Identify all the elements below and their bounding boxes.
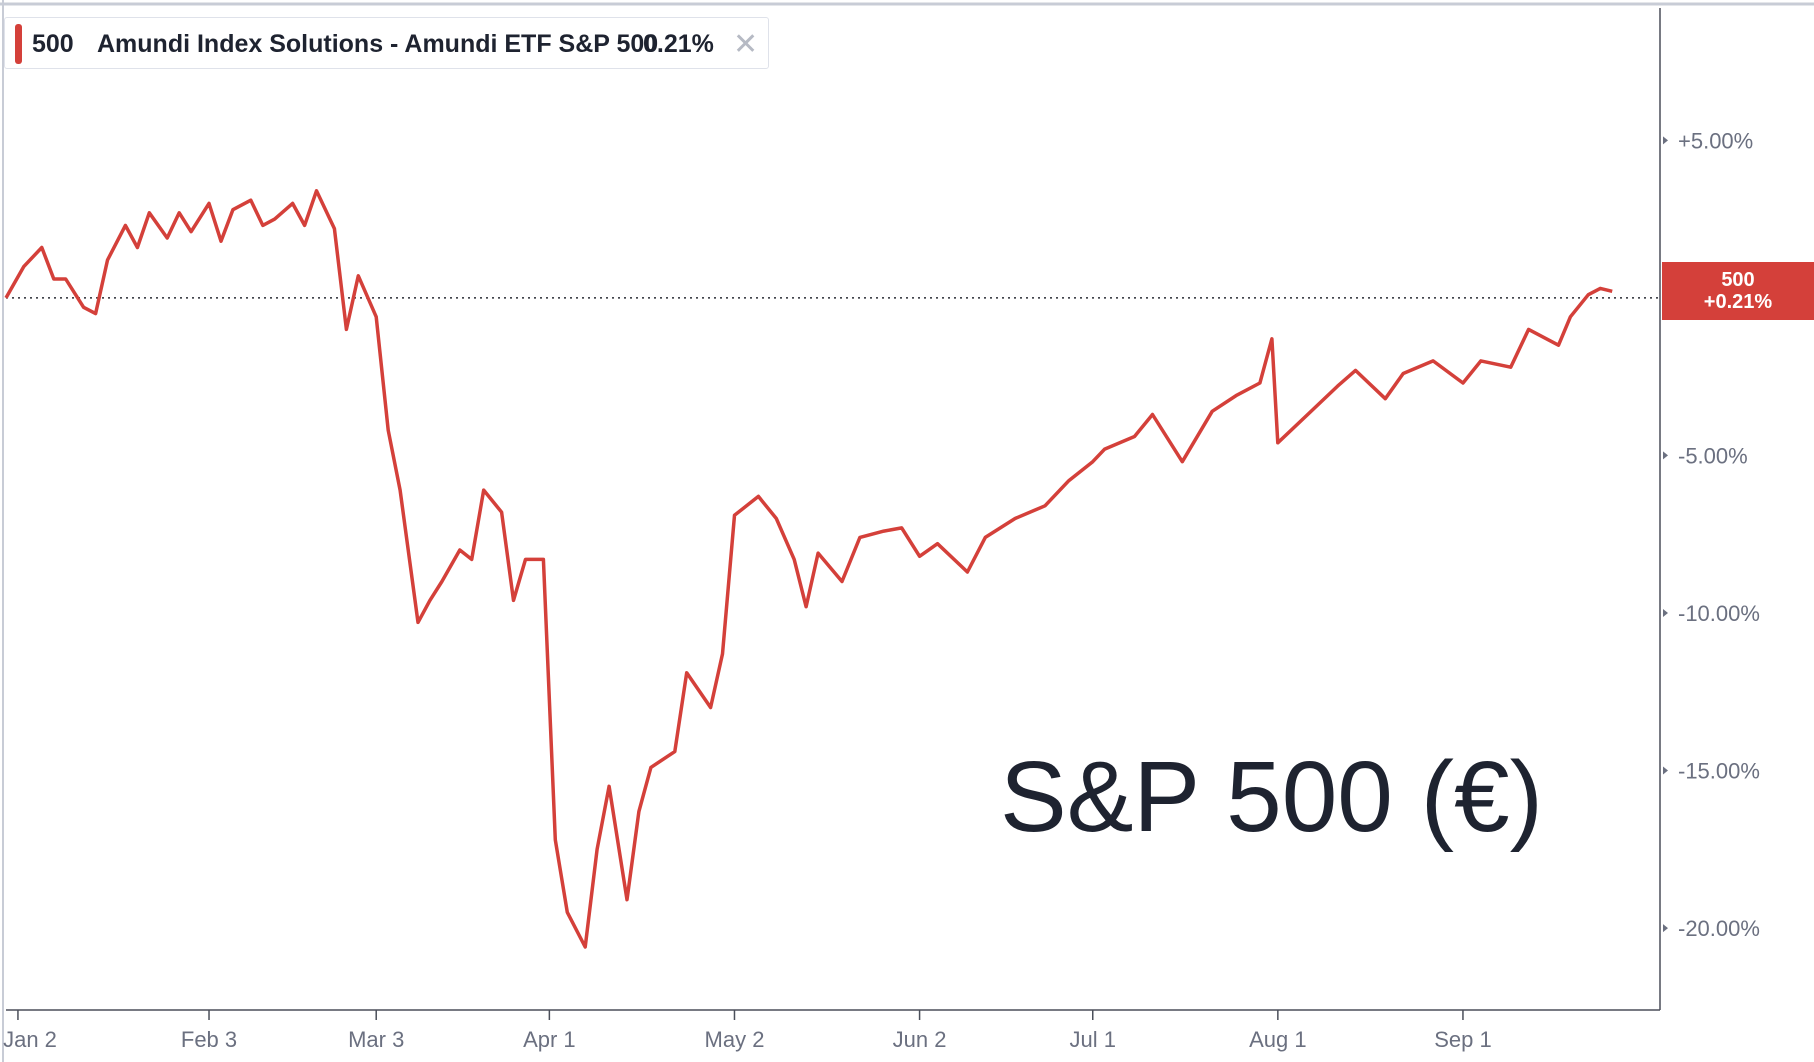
y-tick-label: -10.00% (1678, 601, 1760, 626)
x-tick-label: Jun 2 (893, 1027, 947, 1052)
y-tick-marker (1663, 924, 1668, 933)
close-icon[interactable]: ✕ (733, 28, 759, 61)
badge-change: +0.21% (1703, 291, 1773, 313)
y-tick-label: -15.00% (1678, 759, 1760, 784)
y-tick-marker (1663, 766, 1668, 775)
x-tick-label: Sep 1 (1434, 1027, 1492, 1052)
y-tick-marker (1663, 136, 1668, 145)
y-tick-marker (1663, 451, 1668, 460)
series-legend[interactable]: 500 Amundi Index Solutions - Amundi ETF … (4, 17, 769, 69)
x-tick-label: Apr 1 (523, 1027, 576, 1052)
series-color-swatch (15, 24, 22, 64)
last-value-badge: 500 +0.21% (1662, 262, 1814, 320)
overlay-title: S&P 500 (€) (1000, 741, 1543, 853)
x-tick-label: Jan 2 (3, 1027, 57, 1052)
y-tick-label: -20.00% (1678, 916, 1760, 941)
series-500-line-group (4, 189, 1613, 949)
x-axis: Jan 2 Feb 3 Mar 3 Apr 1 May 2 Jun 2 Jul 1 Aug 1… (3, 1010, 1492, 1052)
y-tick-marker (1663, 608, 1668, 617)
y-tick-label: +5.00% (1678, 128, 1753, 153)
badge-symbol: 500 (1721, 269, 1755, 291)
y-tick-label: -5.00% (1678, 443, 1748, 468)
x-tick-label: Jul 1 (1070, 1027, 1116, 1052)
x-tick-label: Feb 3 (181, 1027, 237, 1052)
legend-change: 0.21% (643, 30, 714, 58)
y-axis: +5.00% -5.00% -10.00% -15.00% -20.00% (1663, 128, 1760, 941)
x-tick-label: May 2 (705, 1027, 765, 1052)
x-tick-label: Mar 3 (348, 1027, 404, 1052)
legend-symbol: 500 (32, 30, 74, 58)
legend-series-name: Amundi Index Solutions - Amundi ETF S&P … (97, 30, 659, 58)
x-tick-label: Aug 1 (1249, 1027, 1307, 1052)
series-line-500 (4, 189, 1613, 949)
